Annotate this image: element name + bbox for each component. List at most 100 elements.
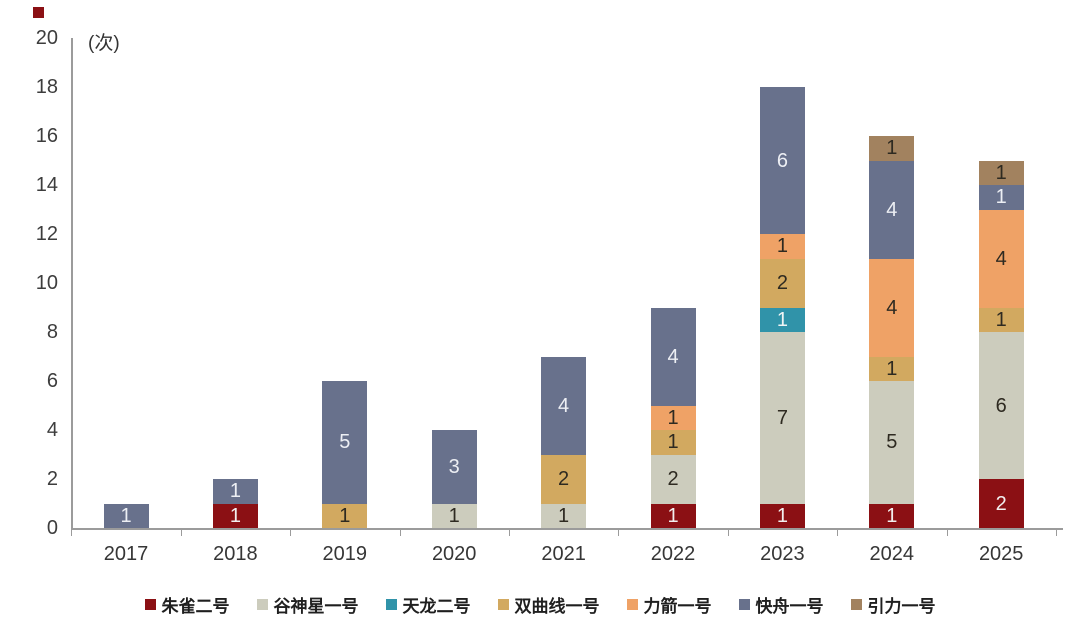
bar-segment: 1 bbox=[322, 503, 368, 528]
bar-segment-value: 1 bbox=[339, 504, 351, 527]
bar-segment: 2 bbox=[978, 479, 1024, 528]
x-axis-tick-mark bbox=[618, 530, 620, 536]
bar-segment: 4 bbox=[869, 258, 915, 357]
bar-segment-value: 4 bbox=[558, 394, 570, 417]
y-axis-tick-label: 14 bbox=[35, 174, 58, 196]
x-axis-tick-mark bbox=[290, 530, 292, 536]
bar-segment: 1 bbox=[759, 234, 805, 259]
bar-segment: 1 bbox=[212, 479, 258, 504]
bar-segment: 7 bbox=[759, 332, 805, 504]
x-axis-tick-mark bbox=[399, 530, 401, 536]
legend-item: 朱雀二号 bbox=[144, 592, 230, 617]
legend-color-swatch bbox=[144, 598, 156, 610]
legend-item: 天龙二号 bbox=[385, 592, 471, 617]
bar-segment-value: 3 bbox=[448, 455, 460, 478]
legend-series-label: 朱雀二号 bbox=[161, 596, 230, 616]
bar-segment: 1 bbox=[103, 503, 149, 528]
bar-segment-value: 1 bbox=[886, 137, 898, 160]
legend-series-label: 力箭一号 bbox=[643, 596, 712, 616]
bar-segment: 5 bbox=[322, 381, 368, 504]
x-axis-tick-mark bbox=[1055, 530, 1057, 536]
legend-color-swatch bbox=[626, 598, 638, 610]
legend-item: 力箭一号 bbox=[626, 592, 712, 617]
bar-segment-value: 5 bbox=[886, 431, 898, 454]
legend-color-swatch bbox=[256, 598, 268, 610]
bar-segment: 2 bbox=[650, 454, 696, 504]
bar-segment: 5 bbox=[869, 381, 915, 504]
bar-segment-value: 6 bbox=[995, 394, 1007, 417]
bar-segment: 1 bbox=[978, 160, 1024, 185]
y-axis-tick-label: 6 bbox=[46, 370, 58, 392]
x-axis-tick-mark bbox=[180, 530, 182, 536]
bar-segment: 1 bbox=[212, 503, 258, 528]
x-axis-category-label: 2020 bbox=[431, 543, 477, 565]
x-axis-category-label: 2021 bbox=[541, 543, 586, 565]
corner-marker-square bbox=[33, 7, 44, 18]
y-axis-tick-label: 10 bbox=[35, 272, 58, 294]
bar-segment: 4 bbox=[869, 160, 915, 259]
legend-color-swatch bbox=[497, 598, 509, 610]
bar-segment-value: 1 bbox=[120, 504, 132, 527]
bar-segment-value: 1 bbox=[229, 480, 241, 503]
bar-segment: 2 bbox=[541, 454, 587, 504]
y-axis-unit-label: (次) bbox=[88, 33, 120, 54]
y-axis-tick-label: 20 bbox=[35, 27, 58, 49]
y-axis-tick-label: 18 bbox=[35, 76, 58, 98]
bar-segment-value: 1 bbox=[995, 308, 1007, 331]
bar-segment: 1 bbox=[541, 503, 587, 528]
bar-segment-value: 1 bbox=[886, 504, 898, 527]
bar-segment-value: 2 bbox=[995, 492, 1007, 515]
bar-segment-value: 1 bbox=[448, 504, 460, 527]
bar-segment-value: 5 bbox=[339, 431, 351, 454]
y-axis-tick-label: 16 bbox=[35, 125, 58, 147]
bar-segment: 1 bbox=[978, 185, 1024, 210]
x-axis-category-label: 2022 bbox=[650, 543, 696, 565]
legend-item: 快舟一号 bbox=[738, 592, 824, 617]
x-axis-category-label: 2019 bbox=[322, 543, 368, 565]
bar-segment-value: 4 bbox=[995, 247, 1007, 270]
bar-segment: 1 bbox=[650, 430, 696, 455]
bar-segment: 1 bbox=[759, 503, 805, 528]
bar-segment-value: 1 bbox=[776, 235, 788, 258]
bar-segment-value: 4 bbox=[886, 198, 898, 221]
bar-segment-value: 1 bbox=[776, 308, 788, 331]
bar-segment-value: 1 bbox=[776, 504, 788, 527]
bar-segment: 6 bbox=[978, 332, 1024, 479]
x-axis-category-label: 2024 bbox=[869, 543, 915, 565]
bar-segment-value: 2 bbox=[558, 468, 570, 490]
bar-segment: 4 bbox=[650, 307, 696, 406]
bar-segment: 6 bbox=[759, 87, 805, 234]
bar-segment: 1 bbox=[650, 503, 696, 528]
y-axis-line bbox=[71, 38, 73, 528]
x-axis-category-label: 2025 bbox=[978, 543, 1024, 565]
bar-segment: 1 bbox=[869, 356, 915, 381]
x-axis-category-label: 2023 bbox=[760, 543, 805, 565]
bar-segment: 4 bbox=[541, 356, 587, 455]
bar-segment: 1 bbox=[869, 503, 915, 528]
legend-series-label: 天龙二号 bbox=[402, 596, 471, 616]
bar-segment: 1 bbox=[978, 307, 1024, 332]
bar-segment: 3 bbox=[431, 430, 477, 504]
bar-segment-value: 1 bbox=[995, 186, 1007, 209]
legend-item: 双曲线一号 bbox=[497, 592, 600, 617]
legend-series-label: 快舟一号 bbox=[755, 596, 824, 616]
bar-segment: 1 bbox=[431, 503, 477, 528]
bar-segment-value: 1 bbox=[995, 161, 1007, 184]
bar-segment-value: 2 bbox=[776, 272, 788, 294]
legend-series-label: 谷神星一号 bbox=[273, 596, 359, 616]
x-axis-tick-mark bbox=[727, 530, 729, 536]
y-axis-tick-label: 12 bbox=[35, 223, 58, 245]
bar-segment-value: 1 bbox=[558, 504, 570, 527]
y-axis-tick-label: 2 bbox=[46, 468, 58, 490]
chart-legend: 朱雀二号 谷神星一号 天龙二号 双曲线一号 力箭一号 快舟一号 引力一号 bbox=[0, 590, 1080, 618]
x-axis-category-label: 2017 bbox=[103, 543, 149, 565]
x-axis-tick-mark bbox=[71, 530, 73, 536]
y-axis-tick-label: 0 bbox=[46, 517, 58, 539]
bar-segment-value: 2 bbox=[667, 468, 679, 490]
legend-color-swatch bbox=[850, 598, 862, 610]
bar-segment-value: 4 bbox=[667, 345, 679, 368]
y-axis-tick-label: 8 bbox=[46, 321, 58, 343]
bar-segment: 2 bbox=[759, 258, 805, 308]
bar-segment-value: 1 bbox=[667, 431, 679, 454]
